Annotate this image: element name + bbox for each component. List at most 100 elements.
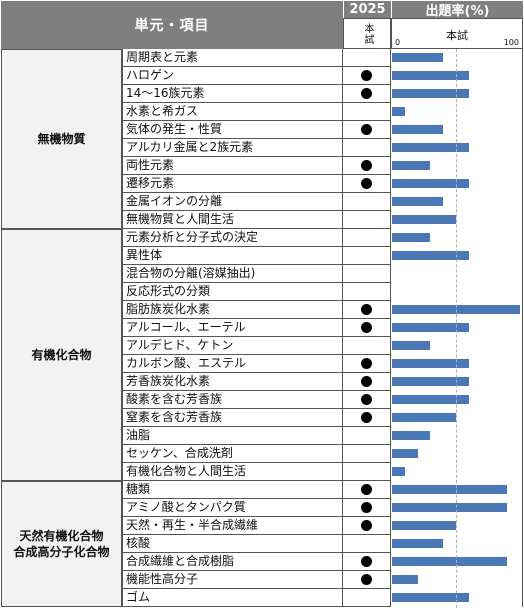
rate-bar (392, 71, 469, 80)
table-row: 機能性高分子 (122, 571, 523, 589)
rate-bar (392, 161, 431, 170)
rate-bar (392, 431, 431, 440)
table-row: 遷移元素 (122, 175, 523, 193)
rate-bar (392, 413, 456, 422)
exam-mark-cell (343, 373, 391, 391)
rate-bar-cell (391, 49, 523, 67)
rate-bar (392, 89, 469, 98)
table-row: 油脂 (122, 427, 523, 445)
item-label: 天然・再生・半合成繊維 (122, 517, 343, 535)
filled-circle-icon (361, 178, 372, 189)
table-row: 気体の発生・性質 (122, 121, 523, 139)
header-year: 2025 (343, 1, 391, 18)
rate-bar (392, 251, 469, 260)
rate-bar (392, 557, 508, 566)
item-label: 気体の発生・性質 (122, 121, 343, 139)
exam-mark-cell (343, 571, 391, 589)
item-label: アルデヒド、ケトン (122, 337, 343, 355)
table-row: ハロゲン (122, 67, 523, 85)
table-row: 核酸 (122, 535, 523, 553)
rate-bar-cell (391, 589, 523, 607)
axis-min-label: 0 (395, 38, 401, 47)
rate-bar-cell (391, 355, 523, 373)
table-row: 有機化合物と人間生活 (122, 463, 523, 481)
exam-mark-cell (343, 193, 391, 211)
rate-bar (392, 593, 469, 602)
rate-bar-cell (391, 571, 523, 589)
rate-bar-cell (391, 319, 523, 337)
rate-bar (392, 197, 444, 206)
filled-circle-icon (361, 160, 372, 171)
subheader-rate-axis: 0 100 本試 (391, 18, 523, 49)
rate-bar (392, 215, 456, 224)
item-label: アルコール、エーテル (122, 319, 343, 337)
axis-max-label: 100 (503, 38, 519, 47)
item-label: ゴム (122, 589, 343, 607)
rate-bar-cell (391, 463, 523, 481)
exam-mark-cell (343, 265, 391, 283)
exam-mark-cell (343, 67, 391, 85)
group-label: 無機物質 (1, 49, 122, 229)
table-row: 金属イオンの分離 (122, 193, 523, 211)
rate-bar-cell (391, 157, 523, 175)
item-label: 酸素を含む芳香族 (122, 391, 343, 409)
item-label: セッケン、合成洗剤 (122, 445, 343, 463)
item-label: 14～16族元素 (122, 85, 343, 103)
rate-bar-cell (391, 535, 523, 553)
rate-bar-cell (391, 247, 523, 265)
exam-mark-cell (343, 553, 391, 571)
table-row: 14～16族元素 (122, 85, 523, 103)
filled-circle-icon (361, 322, 372, 333)
table-row: 窒素を含む芳香族 (122, 409, 523, 427)
exam-mark-cell (343, 103, 391, 121)
item-label: 無機物質と人間生活 (122, 211, 343, 229)
filled-circle-icon (361, 304, 372, 315)
rate-bar (392, 539, 444, 548)
item-label: 反応形式の分類 (122, 283, 343, 301)
filled-circle-icon (361, 124, 372, 135)
exam-mark-cell (343, 319, 391, 337)
table-row: 糖類 (122, 481, 523, 499)
item-label: 混合物の分離(溶媒抽出) (122, 265, 343, 283)
exam-mark-cell (343, 427, 391, 445)
header-rate-title: 出題率(%) (391, 1, 523, 19)
item-label: 核酸 (122, 535, 343, 553)
exam-mark-cell (343, 409, 391, 427)
filled-circle-icon (361, 394, 372, 405)
table-row: アルデヒド、ケトン (122, 337, 523, 355)
rate-bar-cell (391, 301, 523, 319)
exam-mark-cell (343, 391, 391, 409)
rate-bar (392, 233, 431, 242)
table-row: アルコール、エーテル (122, 319, 523, 337)
exam-mark-cell (343, 517, 391, 535)
rate-bar-cell (391, 427, 523, 445)
rate-bar (392, 143, 469, 152)
rate-bar (392, 179, 469, 188)
exam-mark-cell (343, 85, 391, 103)
group-label: 天然有機化合物 合成高分子化合物 (1, 481, 122, 607)
table-row: カルボン酸、エステル (122, 355, 523, 373)
item-label: 脂肪族炭化水素 (122, 301, 343, 319)
exam-mark-cell (343, 481, 391, 499)
item-label: 周期表と元素 (122, 49, 343, 67)
item-label: 合成繊維と合成樹脂 (122, 553, 343, 571)
rate-bar-cell (391, 481, 523, 499)
filled-circle-icon (361, 502, 372, 513)
table-row: 水素と希ガス (122, 103, 523, 121)
rate-bar (392, 323, 469, 332)
item-label: アルカリ金属と2族元素 (122, 139, 343, 157)
item-label: 芳香族炭化水素 (122, 373, 343, 391)
table-row: 無機物質と人間生活 (122, 211, 523, 229)
filled-circle-icon (361, 412, 372, 423)
filled-circle-icon (361, 88, 372, 99)
table-row: アミノ酸とタンパク質 (122, 499, 523, 517)
filled-circle-icon (361, 556, 372, 567)
filled-circle-icon (361, 70, 372, 81)
item-label: カルボン酸、エステル (122, 355, 343, 373)
exam-mark-cell (343, 139, 391, 157)
exam-mark-cell (343, 463, 391, 481)
rate-bar (392, 53, 444, 62)
item-label: 窒素を含む芳香族 (122, 409, 343, 427)
filled-circle-icon (361, 484, 372, 495)
rate-bar-cell (391, 409, 523, 427)
